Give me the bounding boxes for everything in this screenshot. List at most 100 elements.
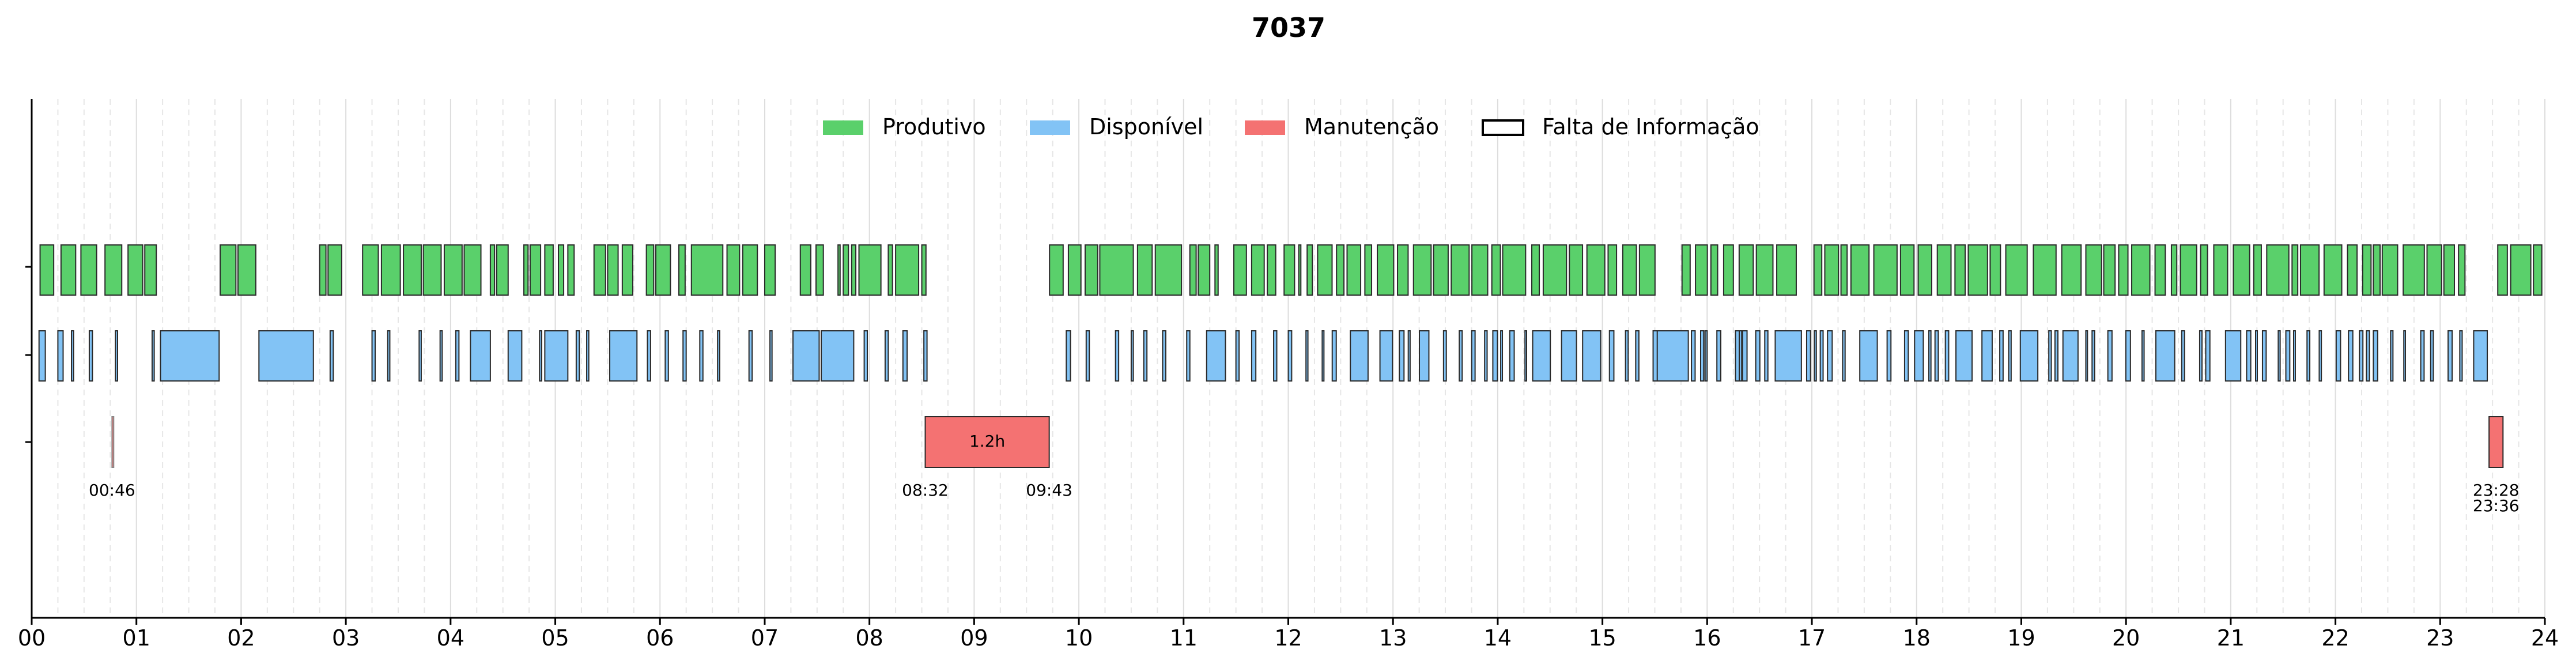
productive-bar (1433, 244, 1449, 296)
productive-bar (837, 244, 841, 296)
legend: Produtivo Disponível Manutenção Falta de In… (823, 114, 1759, 139)
available-bar (748, 330, 753, 382)
productive-bar (220, 244, 237, 296)
available-bar (1524, 330, 1527, 382)
productive-bar (2103, 244, 2116, 296)
available-bar (539, 330, 542, 382)
available-bar (387, 330, 391, 382)
available-bar (2224, 330, 2242, 382)
x-tick-label: 00 (18, 625, 46, 651)
productive-bar (1607, 244, 1618, 296)
available-bar (2292, 330, 2296, 382)
x-tick-label: 14 (1484, 625, 1512, 651)
available-bar (1287, 330, 1293, 382)
available-bar (2366, 330, 2370, 382)
available-bar (769, 330, 773, 382)
available-bar (1582, 330, 1601, 382)
productive-bar (815, 244, 824, 296)
available-bar (1206, 330, 1226, 382)
productive-bar (1471, 244, 1489, 296)
maintenance-start-label: 23:28 (2473, 481, 2520, 500)
productive-bar (1154, 244, 1183, 296)
available-bar (2091, 330, 2095, 382)
available-bar (88, 330, 93, 382)
legend-label: Falta de Informação (1542, 114, 1759, 139)
available-bar (2277, 330, 2281, 382)
available-bar (1742, 330, 1748, 382)
productive-bar (529, 244, 542, 296)
available-bar (1635, 330, 1640, 382)
x-tick-label: 11 (1170, 625, 1198, 651)
available-bar (1691, 330, 1696, 382)
productive-bar (895, 244, 920, 296)
productive-bar (593, 244, 606, 296)
productive-bar (726, 244, 741, 296)
available-bar (2420, 330, 2425, 382)
productive-bar (1412, 244, 1432, 296)
available-bar (1331, 330, 1337, 382)
available-bar (1251, 330, 1257, 382)
available-bar (2085, 330, 2088, 382)
available-bar (1442, 330, 1447, 382)
x-tick-label: 10 (1065, 625, 1093, 651)
x-ticks: 00 01 02 03 04 05 06 07 08 09 10 11 12 13 14 15 16 17 18 19… (18, 618, 2559, 651)
chart-title: 7037 (1252, 12, 1325, 43)
available-bar (1999, 330, 2004, 382)
available-bar (1130, 330, 1134, 382)
available-bar (1321, 330, 1325, 382)
available-bar (902, 330, 908, 382)
productive-bar (2061, 244, 2082, 296)
available-bar (1928, 330, 1932, 382)
productive-bar (1049, 244, 1064, 296)
productive-bar (557, 244, 565, 296)
available-bar (2255, 330, 2258, 382)
productive-bar (2403, 244, 2425, 296)
productive-bar (2005, 244, 2028, 296)
available-bar (1735, 330, 1740, 382)
productive-bar (843, 244, 849, 296)
productive-bar (1531, 244, 1540, 296)
productive-bar (742, 244, 758, 296)
available-bar (1716, 330, 1721, 382)
available-bar (1500, 330, 1504, 382)
x-tick-label: 18 (1903, 625, 1931, 651)
available-bar (2155, 330, 2175, 382)
available-bar (1608, 330, 1615, 382)
productive-bar (1214, 244, 1219, 296)
available-bar (2390, 330, 2394, 382)
available-bar (575, 330, 580, 382)
productive-bar (463, 244, 482, 296)
available-bar (1484, 330, 1488, 382)
productive-bar (645, 244, 655, 296)
available-bar (682, 330, 687, 382)
available-bar (1085, 330, 1090, 382)
productive-bar (1364, 244, 1373, 296)
available-bar (2285, 330, 2291, 382)
productive-bar (1491, 244, 1501, 296)
legend-label: Manutenção (1304, 114, 1439, 139)
productive-bar (858, 244, 882, 296)
x-tick-label: 04 (437, 625, 464, 651)
productive-bar (2443, 244, 2455, 296)
productive-bar (1346, 244, 1362, 296)
productive-bar (1917, 244, 1932, 296)
available-bar (647, 330, 651, 382)
x-tick-label: 05 (541, 625, 569, 651)
available-bar (2261, 330, 2267, 382)
x-tick-label: 07 (751, 625, 779, 651)
maintenance-end-label: 09:43 (1026, 481, 1072, 500)
available-bar (507, 330, 523, 382)
productive-bar (2253, 244, 2262, 296)
available-bar (1652, 330, 1658, 382)
productive-bar (655, 244, 671, 296)
x-tick-label: 15 (1588, 625, 1616, 651)
available-bar (38, 330, 46, 382)
available-bar (821, 330, 855, 382)
available-bar (1492, 330, 1498, 382)
available-bar (2125, 330, 2131, 382)
available-bar (586, 330, 590, 382)
productive-bar (2497, 244, 2508, 296)
available-bar (1859, 330, 1878, 382)
available-bar (1459, 330, 1463, 382)
x-tick-label: 09 (960, 625, 988, 651)
